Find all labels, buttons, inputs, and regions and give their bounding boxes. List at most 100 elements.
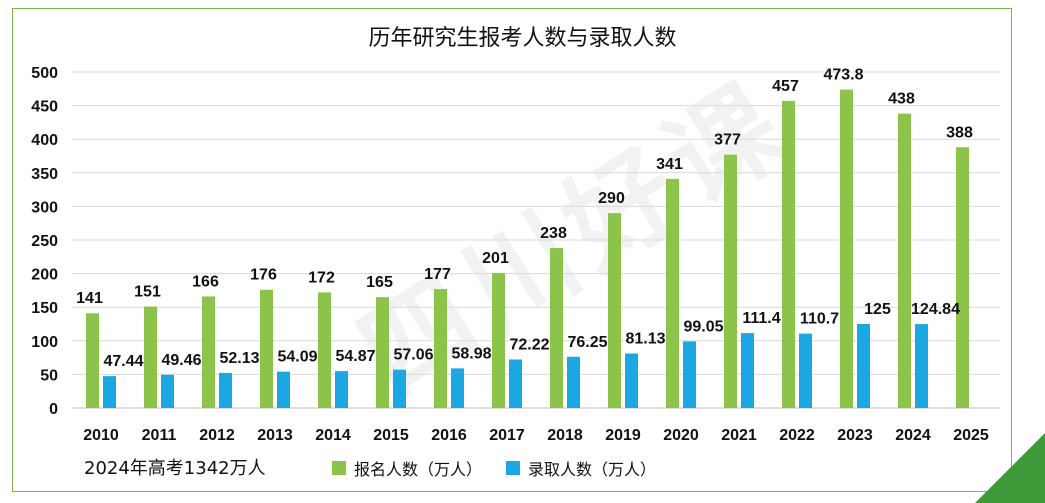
data-label-registered: 238: [540, 225, 567, 242]
y-tick-label: 400: [31, 132, 58, 149]
y-tick-label: 0: [49, 401, 58, 418]
data-label-registered: 166: [192, 273, 219, 290]
bar-admitted: [451, 368, 464, 408]
data-label-admitted: 47.44: [103, 353, 143, 370]
data-label-admitted: 54.09: [277, 349, 317, 366]
data-label-admitted: 76.25: [567, 334, 607, 351]
corner-decoration: [975, 433, 1045, 503]
data-label-admitted: 111.4: [742, 310, 780, 327]
data-label-admitted: 81.13: [625, 330, 665, 347]
data-label-admitted: 57.06: [393, 347, 433, 364]
data-label-registered: 341: [656, 156, 683, 173]
data-label-admitted: 99.05: [683, 318, 723, 335]
x-tick-label: 2015: [373, 427, 409, 444]
x-tick-label: 2010: [83, 427, 119, 444]
x-tick-label: 2025: [953, 427, 989, 444]
bar-registered: [898, 113, 911, 408]
bar-admitted: [567, 356, 580, 408]
bar-registered: [434, 289, 447, 408]
data-label-admitted: 58.98: [451, 345, 491, 362]
y-tick-label: 250: [31, 233, 58, 250]
data-label-registered: 151: [134, 284, 161, 301]
data-label-registered: 176: [250, 267, 277, 284]
data-label-registered: 377: [714, 132, 741, 149]
bar-admitted: [277, 371, 290, 408]
data-label-registered: 141: [76, 290, 103, 307]
bar-admitted: [103, 376, 116, 408]
bar-registered: [376, 297, 389, 408]
bar-admitted: [393, 369, 406, 408]
y-tick-label: 50: [40, 367, 58, 384]
y-tick-label: 500: [31, 65, 58, 82]
data-label-registered: 290: [598, 190, 625, 207]
data-label-registered: 172: [308, 269, 335, 286]
bar-admitted: [799, 333, 812, 408]
x-tick-label: 2017: [489, 427, 525, 444]
y-tick-label: 150: [31, 300, 58, 317]
bar-registered: [86, 313, 99, 408]
data-label-registered: 388: [946, 124, 973, 141]
x-tick-label: 2019: [605, 427, 641, 444]
data-label-registered: 201: [482, 250, 509, 267]
x-tick-label: 2013: [257, 427, 293, 444]
data-label-registered: 438: [888, 91, 915, 108]
bar-registered: [724, 154, 737, 408]
x-tick-label: 2023: [837, 427, 873, 444]
data-label-admitted: 125: [864, 301, 891, 318]
y-tick-label: 100: [31, 334, 58, 351]
x-tick-label: 2018: [547, 427, 583, 444]
legend-label-registered: 报名人数（万人）: [354, 460, 483, 479]
legend-item-admitted: 录取人数（万人）: [506, 456, 656, 480]
bar-admitted: [219, 372, 232, 408]
chart-title: 历年研究生报考人数与录取人数: [368, 26, 677, 51]
data-label-admitted: 49.46: [161, 352, 201, 369]
x-tick-label: 2012: [199, 427, 235, 444]
legend-label-admitted: 录取人数（万人）: [528, 460, 657, 479]
legend-swatch-registered: [332, 461, 346, 475]
y-tick-label: 450: [31, 99, 58, 116]
x-tick-label: 2014: [315, 427, 351, 444]
y-tick-label: 350: [31, 166, 58, 183]
legend-swatch-admitted: [506, 461, 521, 475]
data-label-registered: 473.8: [823, 67, 863, 84]
data-label-registered: 177: [424, 266, 451, 283]
bar-registered: [318, 292, 331, 408]
data-label-admitted: 72.22: [509, 336, 549, 353]
x-tick-label: 2024: [895, 427, 931, 444]
bar-registered: [550, 248, 563, 408]
bar-admitted: [741, 333, 754, 408]
bar-registered: [144, 306, 157, 408]
data-label-admitted: 52.13: [219, 350, 259, 367]
bar-admitted: [509, 359, 522, 408]
data-label-admitted: 110.7: [800, 311, 839, 328]
bar-registered: [782, 100, 795, 409]
bar-registered: [202, 296, 215, 408]
bar-registered: [666, 178, 679, 408]
y-tick-label: 300: [31, 199, 58, 216]
data-label-admitted: 124.84: [911, 301, 960, 318]
bar-registered: [260, 289, 273, 408]
x-tick-label: 2016: [431, 427, 467, 444]
x-tick-label: 2022: [779, 427, 815, 444]
bar-admitted: [915, 324, 928, 408]
x-tick-label: 2020: [663, 427, 699, 444]
data-label-registered: 457: [772, 78, 799, 95]
bar-admitted: [335, 371, 348, 408]
x-tick-label: 2011: [142, 427, 177, 444]
bar-registered: [956, 147, 969, 408]
legend-item-registered: 报名人数（万人）: [332, 456, 482, 480]
x-tick-label: 2021: [721, 427, 757, 444]
legend: 报名人数（万人） 录取人数（万人）: [332, 456, 656, 480]
bar-registered: [840, 89, 853, 409]
bar-admitted: [683, 341, 696, 408]
bar-registered: [492, 272, 505, 408]
bar-admitted: [161, 374, 174, 408]
bar-admitted: [857, 324, 870, 408]
bar-registered: [608, 213, 621, 408]
gaokao-note: 2024年高考1342万人: [84, 458, 266, 479]
data-label-admitted: 54.87: [335, 348, 375, 365]
data-label-registered: 165: [366, 274, 393, 291]
bar-admitted: [625, 353, 638, 408]
y-tick-label: 200: [31, 267, 58, 284]
